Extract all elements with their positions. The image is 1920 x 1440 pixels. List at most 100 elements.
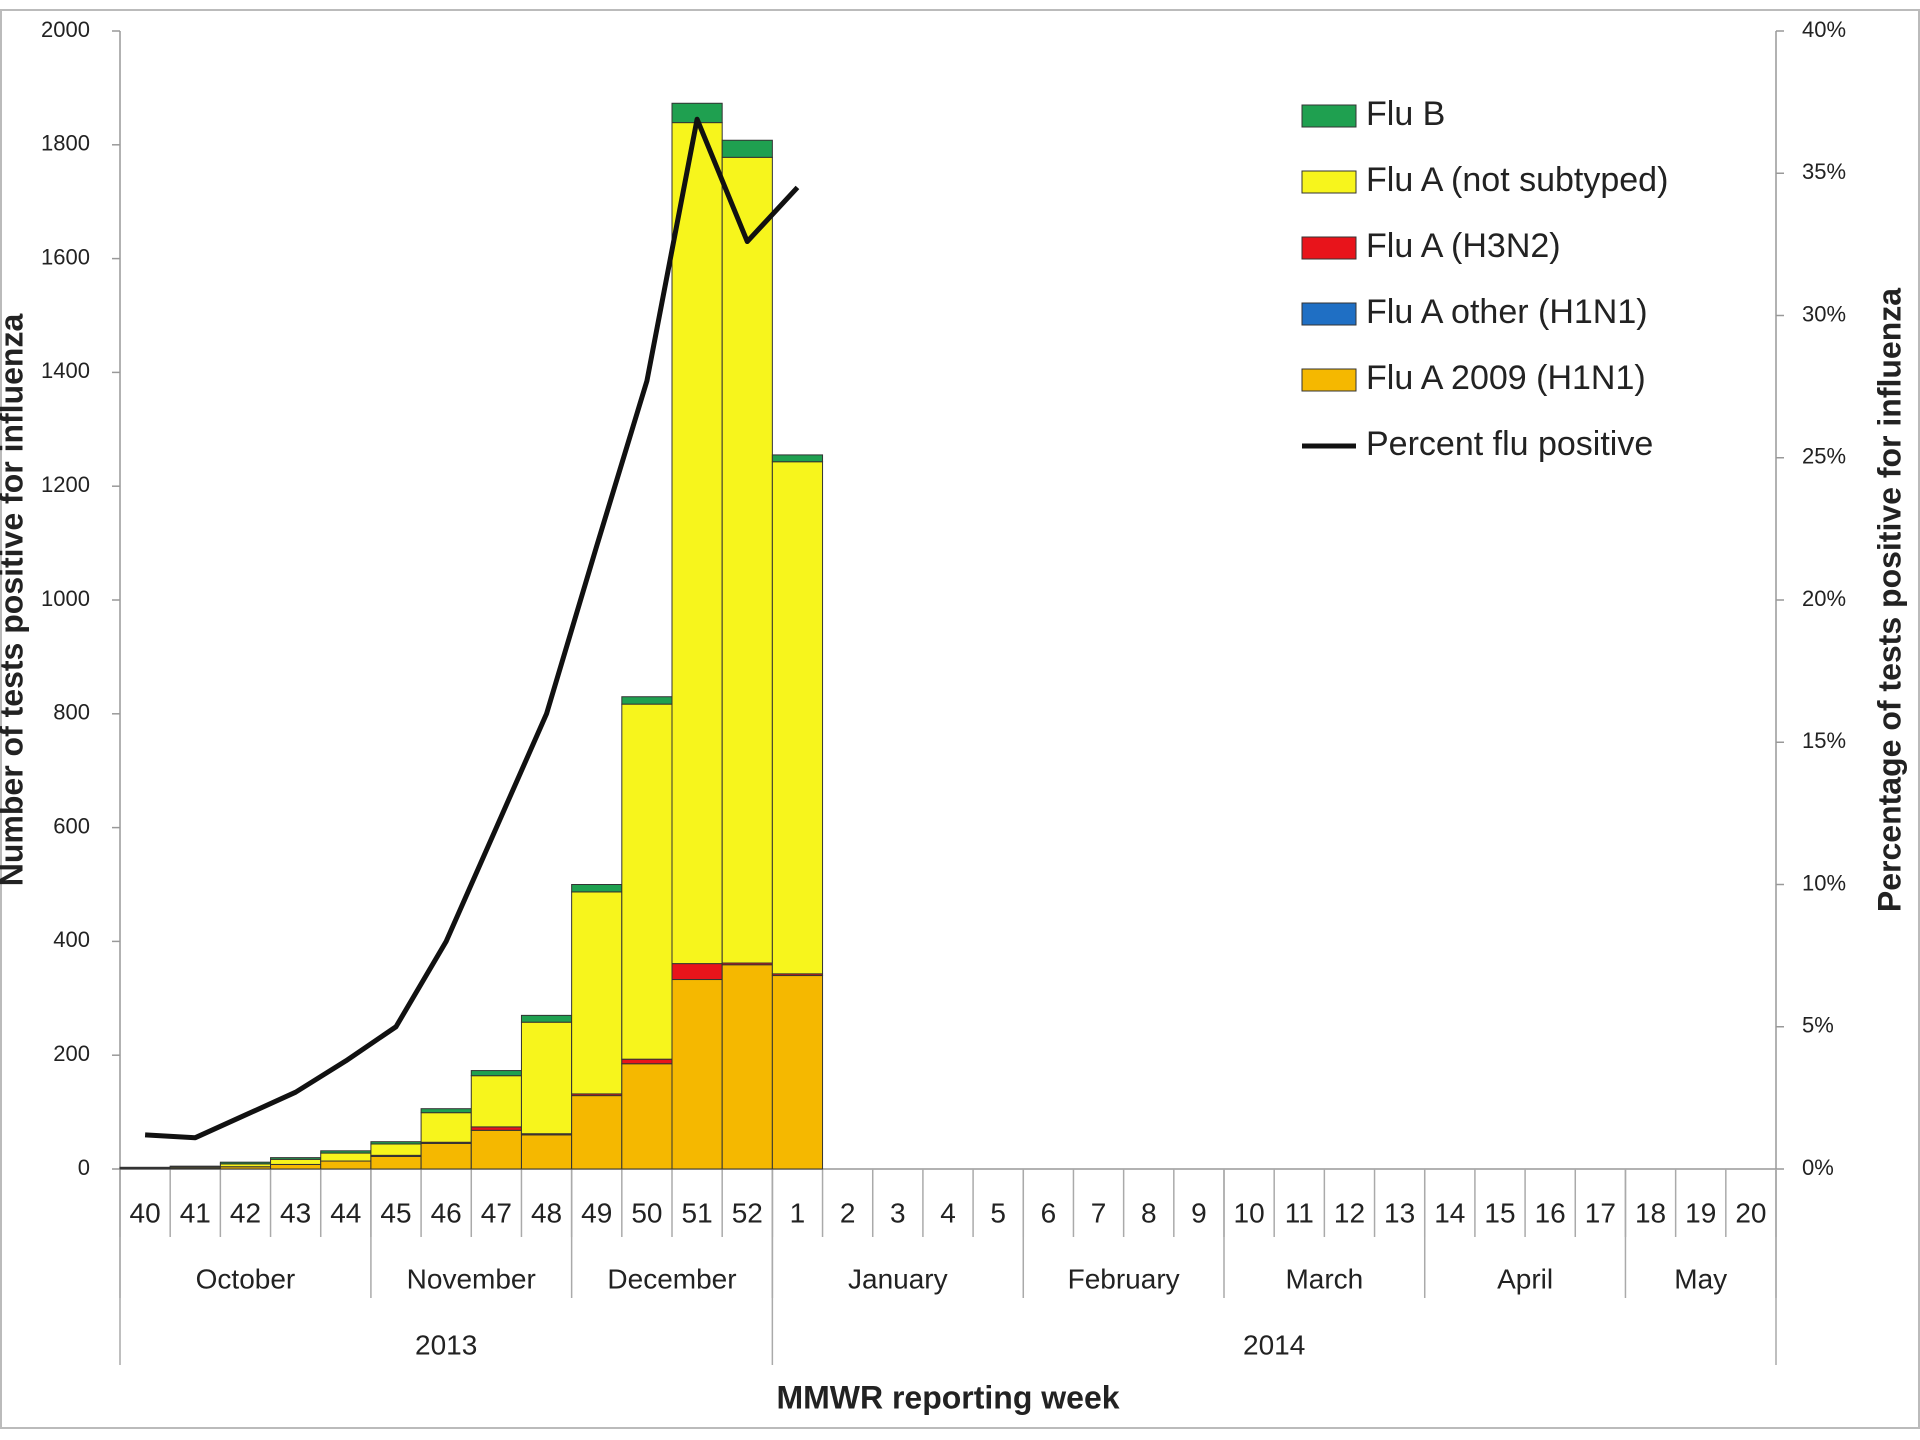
year-label: 2014 xyxy=(1243,1329,1305,1360)
month-label: May xyxy=(1674,1263,1727,1294)
bar-segment xyxy=(571,1095,623,1170)
bar-segment xyxy=(621,1063,673,1170)
x-tick-label: 4 xyxy=(940,1197,956,1228)
x-tick-label: 20 xyxy=(1735,1197,1766,1228)
legend-label: Flu B xyxy=(1366,95,1445,133)
bar-segment xyxy=(169,1165,221,1168)
x-tick-label: 2 xyxy=(840,1197,856,1228)
bar-segment xyxy=(671,122,723,965)
bar-segment xyxy=(270,1158,322,1165)
bar-segment xyxy=(320,1160,372,1170)
bar-segment xyxy=(671,963,723,981)
y-tick-label: 600 xyxy=(53,813,90,838)
y2-tick-label: 10% xyxy=(1802,870,1846,895)
bar-segment xyxy=(219,1161,272,1165)
x-tick-label: 50 xyxy=(631,1197,662,1228)
y2-tick-label: 25% xyxy=(1802,444,1846,469)
month-label: October xyxy=(196,1263,296,1294)
legend-label: Flu A (H3N2) xyxy=(1366,227,1561,265)
line xyxy=(144,116,800,1141)
bar-segment xyxy=(771,461,824,975)
y-tick-label: 2000 xyxy=(41,17,90,42)
x-tick-label: 51 xyxy=(682,1197,713,1228)
y2-tick-label: 20% xyxy=(1802,586,1846,611)
bar-segment xyxy=(621,1058,673,1065)
x-tick-label: 48 xyxy=(531,1197,562,1228)
legend-swatch xyxy=(1301,236,1357,260)
bar-segment xyxy=(370,1155,422,1170)
bar-segment xyxy=(270,1163,322,1170)
bar-segment xyxy=(270,1157,322,1160)
month-label: November xyxy=(407,1263,536,1294)
month-label: January xyxy=(848,1263,948,1294)
y2-tick-label: 15% xyxy=(1802,728,1846,753)
x-tick-label: 13 xyxy=(1384,1197,1415,1228)
bar-segment xyxy=(320,1150,372,1154)
x-tick-label: 41 xyxy=(180,1197,211,1228)
y2-tick-label: 30% xyxy=(1802,301,1846,326)
frame xyxy=(0,9,1920,1429)
bar-segment xyxy=(470,1070,522,1077)
bar-segment xyxy=(119,1166,171,1169)
legend-label: Flu A other (H1N1) xyxy=(1366,293,1648,331)
bar-segment xyxy=(520,1021,573,1135)
x-tick-label: 9 xyxy=(1191,1197,1207,1228)
y-tick-label: 1000 xyxy=(41,586,90,611)
bar-segment xyxy=(671,979,723,1170)
y2-tick-label: 35% xyxy=(1802,159,1846,184)
x-tick-label: 10 xyxy=(1234,1197,1265,1228)
x-tick-label: 8 xyxy=(1141,1197,1157,1228)
bar-segment xyxy=(420,1108,472,1114)
bar-segment xyxy=(520,1134,573,1170)
y2-tick-label: 40% xyxy=(1802,17,1846,42)
x-tick-label: 40 xyxy=(130,1197,161,1228)
x-tick-label: 44 xyxy=(330,1197,361,1228)
x-axis-title: MMWR reporting week xyxy=(776,1379,1119,1415)
bar-segment xyxy=(320,1152,372,1162)
x-tick-label: 42 xyxy=(230,1197,261,1228)
x-tick-label: 15 xyxy=(1484,1197,1515,1228)
x-tick-label: 19 xyxy=(1685,1197,1716,1228)
x-tick-label: 5 xyxy=(990,1197,1006,1228)
y-tick-label: 0 xyxy=(78,1155,90,1180)
x-tick-label: 18 xyxy=(1635,1197,1666,1228)
y2-tick-label: 5% xyxy=(1802,1013,1834,1038)
x-tick-label: 46 xyxy=(431,1197,462,1228)
y2-tick-label: 0% xyxy=(1802,1155,1834,1180)
bar-segment xyxy=(420,1112,472,1143)
month-label: April xyxy=(1497,1263,1553,1294)
y-axis-title: Number of tests positive for influenza xyxy=(0,314,29,887)
bar-segment xyxy=(470,1075,522,1128)
x-tick-label: 43 xyxy=(280,1197,311,1228)
legend-swatch xyxy=(1301,368,1357,392)
bar-segment xyxy=(721,139,773,158)
month-label: March xyxy=(1285,1263,1363,1294)
x-tick-label: 11 xyxy=(1285,1197,1314,1228)
bar-segment xyxy=(621,703,673,1060)
legend-swatch xyxy=(1301,104,1357,128)
y-tick-label: 800 xyxy=(53,700,90,725)
bar-segment xyxy=(721,964,773,1170)
y-tick-label: 400 xyxy=(53,927,90,952)
y-tick-label: 1800 xyxy=(41,131,90,156)
y2-axis-title: Percentage of tests positive for influen… xyxy=(1871,288,1907,912)
bar-segment xyxy=(571,884,623,893)
month-label: December xyxy=(607,1263,736,1294)
x-tick-label: 6 xyxy=(1041,1197,1057,1228)
bar-segment xyxy=(370,1141,422,1145)
x-tick-label: 14 xyxy=(1434,1197,1465,1228)
x-tick-label: 7 xyxy=(1091,1197,1107,1228)
x-tick-label: 52 xyxy=(732,1197,763,1228)
x-tick-label: 45 xyxy=(380,1197,411,1228)
bar-segment xyxy=(470,1129,522,1170)
x-tick-label: 47 xyxy=(481,1197,512,1228)
legend-label: Percent flu positive xyxy=(1366,425,1653,463)
bar-segment xyxy=(470,1126,522,1131)
bar-segment xyxy=(370,1143,422,1156)
y-tick-label: 1200 xyxy=(41,472,90,497)
x-tick-label: 16 xyxy=(1535,1197,1566,1228)
legend-label: Flu A (not subtyped) xyxy=(1366,161,1668,199)
x-tick-label: 3 xyxy=(890,1197,906,1228)
legend-swatch xyxy=(1301,170,1357,194)
bar-segment xyxy=(420,1142,472,1170)
